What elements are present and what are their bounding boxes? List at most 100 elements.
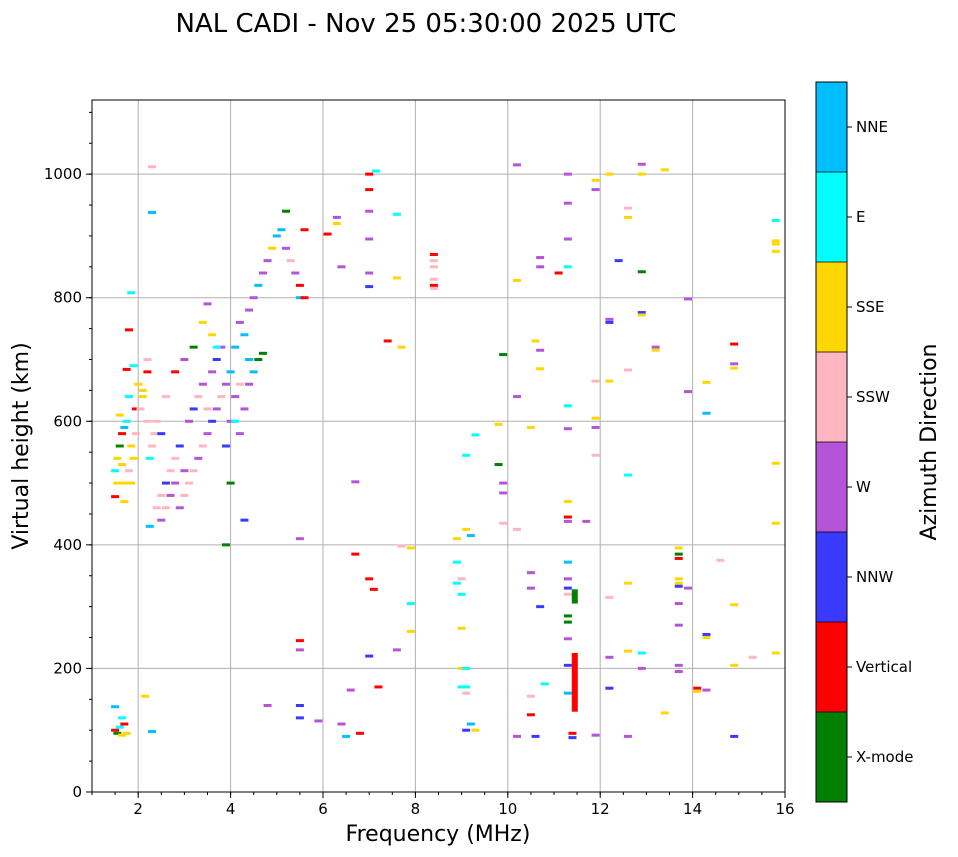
echo-point	[674, 623, 683, 627]
echo-point	[240, 333, 249, 337]
echo-point	[245, 358, 254, 361]
echo-point	[614, 259, 623, 263]
echo-point	[372, 169, 381, 173]
echo-point	[605, 320, 614, 324]
echo-point	[171, 481, 180, 485]
y-tick-label: 400	[53, 536, 82, 554]
echo-point	[462, 527, 471, 531]
echo-point	[131, 432, 140, 436]
echo-point	[462, 453, 471, 457]
echo-point	[563, 265, 572, 269]
chart-title: NAL CADI - Nov 25 05:30:00 2025 UTC	[176, 9, 677, 39]
colorbar-frame	[815, 81, 848, 803]
echo-point	[120, 722, 129, 726]
echo-point	[124, 328, 133, 332]
y-tick-label: 0	[72, 783, 82, 801]
echo-point	[563, 586, 572, 590]
echo-point	[563, 427, 572, 431]
echo-point	[180, 469, 189, 473]
echo-point	[716, 558, 725, 562]
echo-point	[138, 388, 147, 392]
echo-point	[231, 395, 240, 399]
colorbar-tick-label: X-mode	[856, 748, 913, 766]
echo-point	[369, 587, 378, 591]
echo-point	[365, 209, 374, 213]
echo-point	[111, 728, 120, 732]
echo-point	[131, 407, 140, 411]
echo-point	[730, 663, 739, 667]
echo-point	[263, 259, 272, 263]
echo-point	[245, 308, 254, 312]
echo-point	[157, 518, 166, 522]
echo-point	[499, 491, 508, 495]
echo-point	[136, 407, 145, 411]
echo-point	[591, 188, 600, 192]
echo-point	[429, 252, 438, 256]
echo-point	[623, 206, 632, 210]
colorbar-segment	[816, 442, 847, 532]
echo-point	[208, 370, 217, 374]
echo-point	[554, 271, 563, 275]
echo-point	[351, 480, 360, 484]
echo-point	[268, 246, 277, 250]
echo-point	[591, 379, 600, 383]
echo-point	[536, 265, 545, 269]
echo-point	[332, 215, 341, 219]
echo-point	[291, 271, 300, 275]
echo-point	[254, 358, 263, 361]
echo-point	[397, 544, 406, 548]
echo-point	[383, 339, 392, 343]
echo-point	[171, 456, 180, 460]
echo-point	[563, 237, 572, 241]
echo-point	[702, 411, 711, 415]
echo-point	[563, 515, 572, 519]
echo-point	[226, 481, 235, 485]
colorbar-tick-label: NNW	[856, 568, 893, 586]
echo-point	[185, 419, 194, 423]
echo-point	[531, 339, 540, 343]
echo-point	[674, 584, 683, 588]
echo-point	[771, 461, 780, 465]
echo-point	[180, 358, 189, 361]
echo-point	[531, 734, 540, 738]
echo-point	[240, 407, 249, 411]
echo-point	[141, 694, 150, 698]
echo-point	[235, 382, 244, 386]
echo-point	[526, 425, 535, 429]
echo-point	[605, 317, 614, 321]
echo-point	[540, 682, 549, 686]
echo-point	[513, 395, 522, 399]
echo-point	[127, 291, 136, 295]
echo-point	[127, 481, 136, 485]
echo-point	[392, 648, 401, 652]
echo-point	[180, 493, 189, 497]
echo-point	[605, 172, 614, 176]
echo-point	[536, 367, 545, 371]
echo-point	[605, 595, 614, 599]
colorbar-tick-label: SSE	[856, 298, 885, 316]
echo-point	[429, 286, 438, 290]
echo-point	[591, 416, 600, 420]
echo-point	[702, 688, 711, 692]
echo-point	[623, 215, 632, 219]
echo-point	[674, 577, 683, 581]
echo-point	[526, 571, 535, 575]
echo-point	[397, 345, 406, 349]
echo-point	[748, 655, 757, 659]
echo-point	[240, 518, 249, 522]
echo-point	[134, 382, 143, 386]
x-tick-label: 12	[591, 800, 610, 818]
echo-point	[198, 382, 207, 386]
echo-point	[563, 404, 572, 408]
echo-point	[563, 592, 572, 596]
echo-point	[674, 546, 683, 550]
echo-point	[568, 731, 577, 735]
echo-bar	[571, 652, 578, 712]
echo-point	[113, 481, 122, 485]
echo-point	[145, 456, 154, 460]
echo-point	[406, 629, 415, 633]
echo-point	[122, 367, 131, 371]
echo-point	[226, 419, 235, 423]
echo-point	[771, 242, 780, 246]
echo-point	[462, 728, 471, 732]
